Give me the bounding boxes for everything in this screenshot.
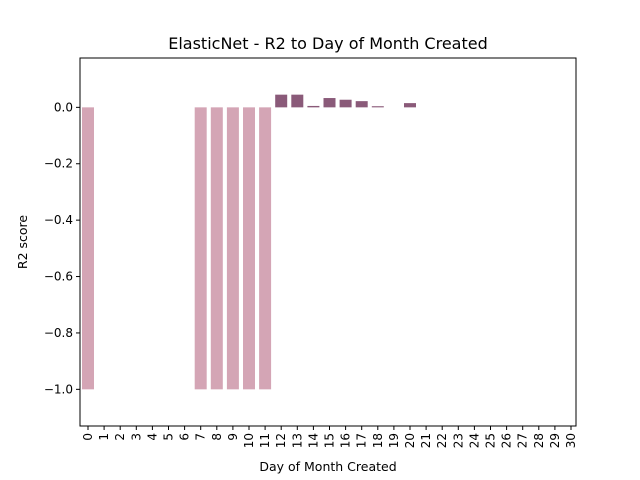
bar-10 — [243, 107, 255, 390]
chart-title: ElasticNet - R2 to Day of Month Created — [168, 34, 488, 53]
x-tick-label: 0 — [81, 433, 95, 441]
x-tick-label: 11 — [258, 433, 272, 448]
bar-9 — [226, 107, 239, 390]
x-tick-label: 9 — [226, 433, 240, 441]
bar-11 — [259, 107, 272, 390]
x-tick-label: 4 — [145, 433, 159, 441]
x-tick-label: 16 — [339, 433, 353, 448]
bar-13 — [291, 94, 304, 108]
x-tick-label: 8 — [210, 433, 224, 441]
x-axis-label: Day of Month Created — [259, 459, 396, 474]
x-tick-label: 15 — [323, 433, 337, 448]
bar-8 — [210, 107, 223, 390]
x-tick-label: 21 — [419, 433, 433, 448]
y-tick-label: −0.8 — [44, 326, 73, 340]
bar-18 — [371, 106, 384, 108]
y-tick-label: −0.2 — [44, 157, 73, 171]
bar-7 — [194, 107, 207, 390]
x-tick-label: 22 — [435, 433, 449, 448]
x-tick-label: 30 — [564, 433, 578, 448]
x-tick-label: 12 — [274, 433, 288, 448]
y-tick-label: 0.0 — [54, 100, 73, 114]
bar-16 — [339, 99, 352, 108]
y-tick-label: −0.4 — [44, 213, 73, 227]
bar-0 — [82, 107, 94, 390]
x-tick-label: 17 — [355, 433, 369, 448]
x-tick-label: 23 — [451, 433, 465, 448]
x-tick-label: 19 — [387, 433, 401, 448]
y-axis: 0.0 −0.2 −0.4 −0.6 −0.8 −1.0 — [44, 100, 80, 396]
x-tick-label: 2 — [113, 433, 127, 441]
x-tick-label: 20 — [403, 433, 417, 448]
x-axis: 0 1 2 3 4 5 6 7 8 9 10 11 12 13 14 15 16 17 18 19 20 21 22 23 24… — [81, 426, 578, 448]
bar-14 — [307, 105, 320, 108]
x-tick-label: 26 — [500, 433, 514, 448]
x-tick-label: 1 — [97, 433, 111, 441]
x-tick-label: 6 — [178, 433, 192, 441]
x-tick-label: 28 — [532, 433, 546, 448]
x-tick-label: 29 — [548, 433, 562, 448]
x-tick-label: 27 — [516, 433, 530, 448]
x-tick-label: 18 — [371, 433, 385, 448]
x-tick-label: 7 — [194, 433, 208, 441]
bar-20 — [404, 103, 416, 108]
bar-17 — [355, 101, 368, 108]
y-axis-label: R2 score — [15, 215, 30, 270]
y-tick-label: −0.6 — [44, 270, 73, 284]
bar-15 — [323, 98, 336, 108]
x-tick-label: 10 — [242, 433, 256, 448]
plot-frame — [79, 57, 577, 427]
x-tick-label: 5 — [162, 433, 176, 441]
x-tick-label: 3 — [129, 433, 143, 441]
y-tick-label: −1.0 — [44, 382, 73, 396]
x-tick-label: 25 — [484, 433, 498, 448]
x-tick-label: 14 — [306, 433, 320, 448]
bars — [82, 94, 416, 390]
x-tick-label: 24 — [467, 433, 481, 448]
bar-12 — [275, 94, 288, 108]
x-tick-label: 13 — [290, 433, 304, 448]
